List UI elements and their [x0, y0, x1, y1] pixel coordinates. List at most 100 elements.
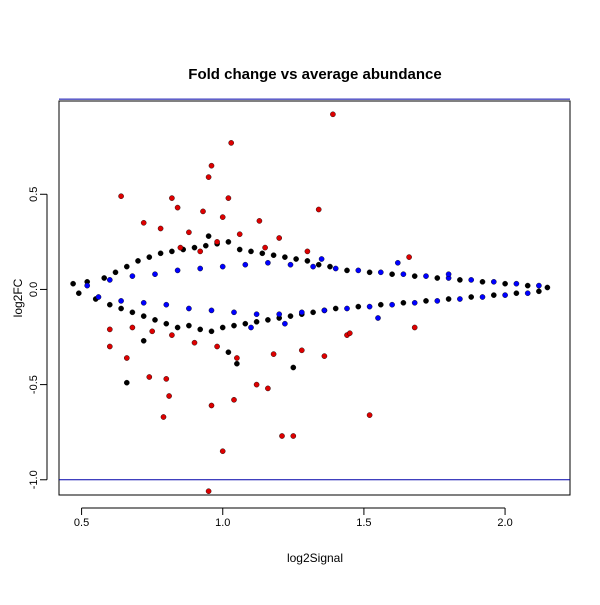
data-point [270, 351, 277, 357]
data-point [434, 298, 441, 304]
data-point [253, 381, 260, 388]
data-point [242, 261, 249, 268]
data-point [256, 218, 263, 224]
data-points [70, 111, 551, 495]
x-tick-label: 1.5 [356, 517, 371, 529]
data-point [327, 263, 333, 270]
data-point [107, 301, 113, 308]
data-point [234, 355, 240, 361]
data-point [186, 322, 192, 329]
data-point [248, 248, 254, 255]
data-point [282, 254, 288, 260]
chart-title: Fold change vs average abundance [188, 66, 441, 83]
data-point [163, 320, 170, 327]
data-point [298, 309, 305, 316]
data-point [70, 280, 76, 287]
y-tick-label: -0.5 [28, 375, 40, 394]
data-point [265, 317, 271, 323]
data-point [502, 292, 508, 298]
data-point [513, 280, 520, 287]
data-point [411, 299, 418, 306]
data-point [174, 324, 181, 331]
data-point [457, 296, 463, 302]
data-point [219, 324, 226, 331]
data-point [377, 269, 384, 276]
data-point [434, 275, 441, 281]
data-point [205, 174, 212, 180]
data-point [140, 219, 147, 226]
data-point [191, 339, 198, 346]
data-point [208, 328, 215, 335]
data-point [276, 311, 283, 318]
data-point [186, 305, 192, 312]
data-point [536, 282, 542, 289]
data-point [490, 278, 497, 285]
data-point [169, 195, 175, 201]
data-point [225, 195, 232, 201]
x-axis-label: log2Signal [287, 551, 343, 565]
data-point [157, 225, 164, 232]
y-tick-label: 0.5 [28, 187, 40, 202]
data-point [394, 259, 401, 266]
data-point [315, 261, 322, 268]
y-tick-label: -1.0 [28, 470, 40, 489]
data-point [118, 298, 124, 304]
data-point [191, 244, 198, 251]
data-point [293, 256, 299, 262]
data-point [236, 246, 243, 253]
data-point [366, 303, 373, 310]
x-tick-label: 0.5 [74, 517, 89, 529]
data-point [107, 343, 113, 350]
data-point [146, 374, 153, 380]
data-point [315, 206, 322, 213]
reference-lines [59, 98, 570, 481]
data-point [76, 290, 82, 297]
data-point [208, 307, 215, 314]
data-point [457, 277, 463, 283]
data-point [124, 263, 130, 270]
data-point [544, 284, 551, 291]
data-point [366, 269, 373, 276]
data-point [236, 231, 243, 237]
data-point [445, 271, 452, 278]
data-point [166, 393, 172, 399]
data-point [468, 294, 475, 300]
data-point [200, 208, 206, 215]
data-point [389, 301, 395, 308]
data-point [228, 140, 234, 146]
data-point [332, 265, 339, 272]
y-tick-label: 0.0 [28, 282, 40, 297]
data-point [513, 290, 520, 297]
data-point [377, 301, 384, 308]
data-point [107, 277, 113, 283]
data-point [186, 229, 192, 236]
data-point [400, 299, 407, 306]
data-point [177, 244, 184, 251]
data-point [355, 267, 362, 274]
data-point [355, 303, 362, 310]
data-point [231, 309, 237, 316]
data-point [321, 353, 328, 359]
data-point [479, 278, 486, 285]
data-point [160, 414, 167, 420]
y-axis: -1.0 -0.5 0.0 0.5 [28, 187, 48, 489]
data-point [310, 263, 316, 270]
data-point [219, 263, 226, 270]
data-point [163, 301, 170, 308]
data-point [197, 326, 203, 333]
data-point [124, 379, 130, 386]
data-point [253, 318, 260, 325]
data-point [214, 343, 220, 350]
data-point [157, 250, 164, 257]
data-point [118, 305, 124, 312]
data-point [346, 330, 353, 337]
data-point [502, 280, 508, 287]
data-point [225, 349, 232, 356]
data-point [146, 254, 153, 260]
data-point [318, 256, 325, 262]
data-point [332, 305, 339, 312]
data-point [490, 292, 497, 298]
data-point [84, 282, 90, 289]
